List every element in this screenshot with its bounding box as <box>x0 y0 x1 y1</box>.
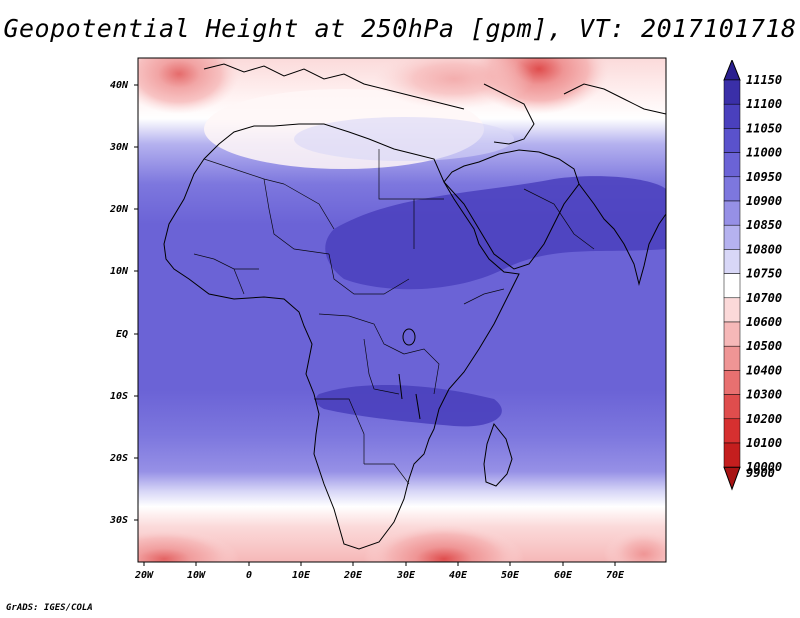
colorbar-swatch <box>723 297 741 323</box>
colorbar-swatch <box>723 370 741 395</box>
map-panel <box>134 57 667 566</box>
map-border <box>137 57 667 563</box>
colorbar-label: 10000 <box>746 460 782 474</box>
lon-ticks <box>143 562 616 566</box>
colorbar-label: 9900 <box>746 466 775 480</box>
colorbar-swatch <box>723 394 741 420</box>
colorbar-arrow-bottom <box>723 466 741 491</box>
lon-label: 10E <box>292 570 311 581</box>
coastlines <box>163 63 667 550</box>
colorbar-label: 11000 <box>746 146 782 160</box>
colorbar-label: 10100 <box>746 436 782 450</box>
colorbar-label: 10500 <box>746 339 782 353</box>
colorbar-label: 11050 <box>746 121 782 135</box>
high-core-south <box>315 384 502 427</box>
colorbar-label: 10200 <box>746 412 782 426</box>
colorbar-swatch <box>723 418 741 444</box>
lon-label: 0 <box>246 570 252 581</box>
lon-label: 50E <box>501 570 520 581</box>
colorbar-label: 10700 <box>746 291 782 305</box>
borders <box>193 149 595 485</box>
lon-label: 60E <box>554 570 573 581</box>
lon-label: 20E <box>343 570 363 581</box>
lat-label: 20S <box>109 453 128 464</box>
colorbar-swatch <box>723 128 741 153</box>
colorbar-label: 10300 <box>746 388 782 402</box>
colorbar-label: 11150 <box>746 73 782 87</box>
colorbar-swatch <box>723 152 741 178</box>
colorbar-swatch <box>723 103 741 129</box>
colorbar-labels: 11150 11100 11050 11000 10950 10900 10850 10800… <box>746 73 782 480</box>
colorbar-label: 10950 <box>746 170 782 184</box>
colorbar-label: 10900 <box>746 194 782 208</box>
colorbar-swatch <box>723 273 741 299</box>
lat-label: 10N <box>110 266 129 277</box>
colorbar-swatch <box>723 200 741 226</box>
chart-title: Geopotential Height at 250hPa [gpm], VT:… <box>3 14 797 43</box>
colorbar-label: 11100 <box>746 97 782 111</box>
lat-label: 10S <box>110 391 128 402</box>
colorbar-label: 10750 <box>746 267 782 281</box>
lon-label: 10W <box>187 570 206 581</box>
lat-ticks <box>134 84 138 521</box>
colorbar-swatch <box>723 249 741 274</box>
lat-axis: 40N 30N 20N 10N EQ 10S 20S 30S <box>109 80 129 526</box>
lon-label: 70E <box>606 570 625 581</box>
colorbar-swatch <box>723 442 741 468</box>
colorbar: 11150 11100 11050 11000 10950 10900 10850 10800… <box>723 60 782 491</box>
lat-label: 30N <box>109 142 129 153</box>
lon-label: 20W <box>134 570 154 581</box>
lat-label: EQ <box>116 329 128 340</box>
madagascar <box>483 422 513 487</box>
lon-label: 40E <box>449 570 468 581</box>
credit-text: GrADS: IGES/COLA <box>6 603 93 613</box>
colorbar-label: 10400 <box>746 363 782 377</box>
colorbar-label: 10850 <box>746 218 782 232</box>
colorbar-swatch <box>723 345 741 371</box>
colorbar-label: 10600 <box>746 315 782 329</box>
colorbar-swatch <box>723 176 741 202</box>
lakes <box>398 328 421 420</box>
colorbar-swatch <box>723 79 741 105</box>
colorbar-label: 10800 <box>746 242 782 256</box>
colorbar-swatches <box>723 60 741 491</box>
colorbar-swatch <box>723 321 741 347</box>
lat-label: 30S <box>109 515 128 526</box>
lat-label: 20N <box>109 204 129 215</box>
colorbar-arrow-top <box>723 60 741 81</box>
colorbar-swatch <box>723 224 741 250</box>
lat-label: 40N <box>110 80 129 91</box>
lon-axis: 20W 10W 0 10E 20E 30E 40E 50E 60E 70E <box>134 570 625 581</box>
high-core-north <box>325 176 666 290</box>
lon-label: 30E <box>396 570 416 581</box>
